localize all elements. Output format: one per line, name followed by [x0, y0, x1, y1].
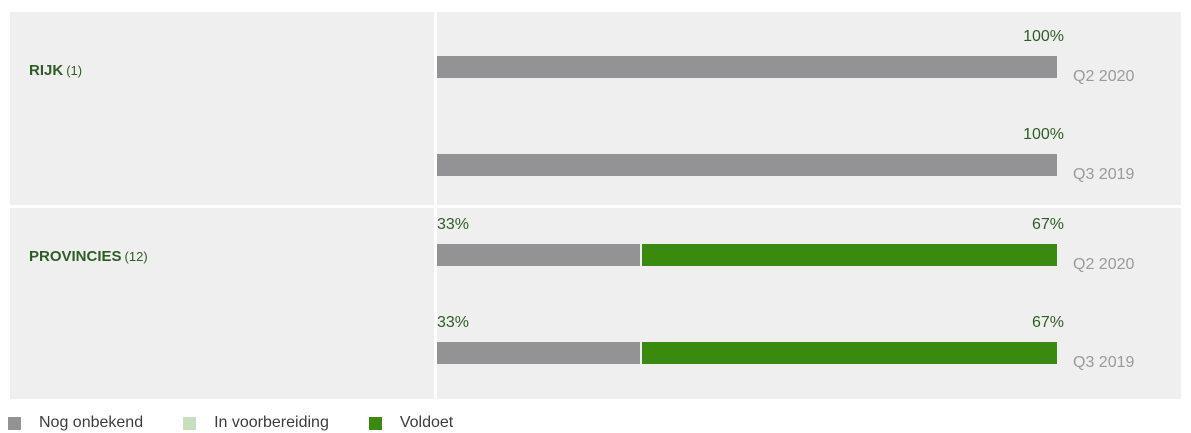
data-label: 100%	[1023, 28, 1064, 45]
legend-swatch	[183, 416, 197, 430]
bar-row: 100% Q2 2020	[437, 28, 1157, 98]
stacked-bar	[437, 154, 1057, 176]
legend-swatch	[368, 416, 382, 430]
period-label: Q2 2020	[1073, 256, 1135, 273]
period-label: Q2 2020	[1073, 68, 1135, 85]
group-label-provincies: PROVINCIES (12)	[29, 248, 148, 266]
period-label: Q3 2019	[1073, 354, 1135, 371]
bar-segment	[641, 342, 1057, 364]
group-count: (12)	[124, 249, 148, 264]
group-divider	[10, 205, 1181, 208]
bar-segment	[641, 244, 1057, 266]
data-label: 67%	[1031, 216, 1064, 233]
legend-label: Nog onbekend	[39, 414, 144, 431]
data-label: 67%	[1031, 314, 1064, 331]
legend-label: In voorbereiding	[214, 414, 329, 431]
period-label: Q3 2019	[1073, 166, 1135, 183]
data-label: 33%	[437, 216, 470, 233]
legend-item-voldoet: Voldoet	[368, 414, 454, 432]
bar-segment	[437, 56, 1057, 78]
data-label: 100%	[1023, 126, 1064, 143]
data-label: 33%	[437, 314, 470, 331]
stacked-bar	[437, 342, 1057, 364]
bar-segment	[437, 244, 640, 266]
group-name: PROVINCIES	[29, 248, 122, 265]
bar-row: 100% Q3 2019	[437, 126, 1157, 196]
group-name: RIJK	[29, 62, 64, 79]
bar-segment	[437, 154, 1057, 176]
legend: Nog onbekend In voorbereiding Voldoet	[8, 413, 493, 433]
legend-label: Voldoet	[399, 414, 454, 431]
stacked-bar	[437, 56, 1057, 78]
legend-item-nog-onbekend: Nog onbekend	[8, 414, 143, 432]
bar-row: 33% 67% Q3 2019	[437, 314, 1157, 384]
legend-swatch	[8, 416, 21, 430]
bar-segment	[437, 342, 640, 364]
group-label-rijk: RIJK (1)	[29, 62, 82, 80]
group-count: (1)	[66, 63, 83, 78]
stacked-bar	[437, 244, 1057, 266]
bar-row: 33% 67% Q2 2020	[437, 216, 1157, 286]
legend-item-in-voorbereiding: In voorbereiding	[183, 414, 329, 432]
